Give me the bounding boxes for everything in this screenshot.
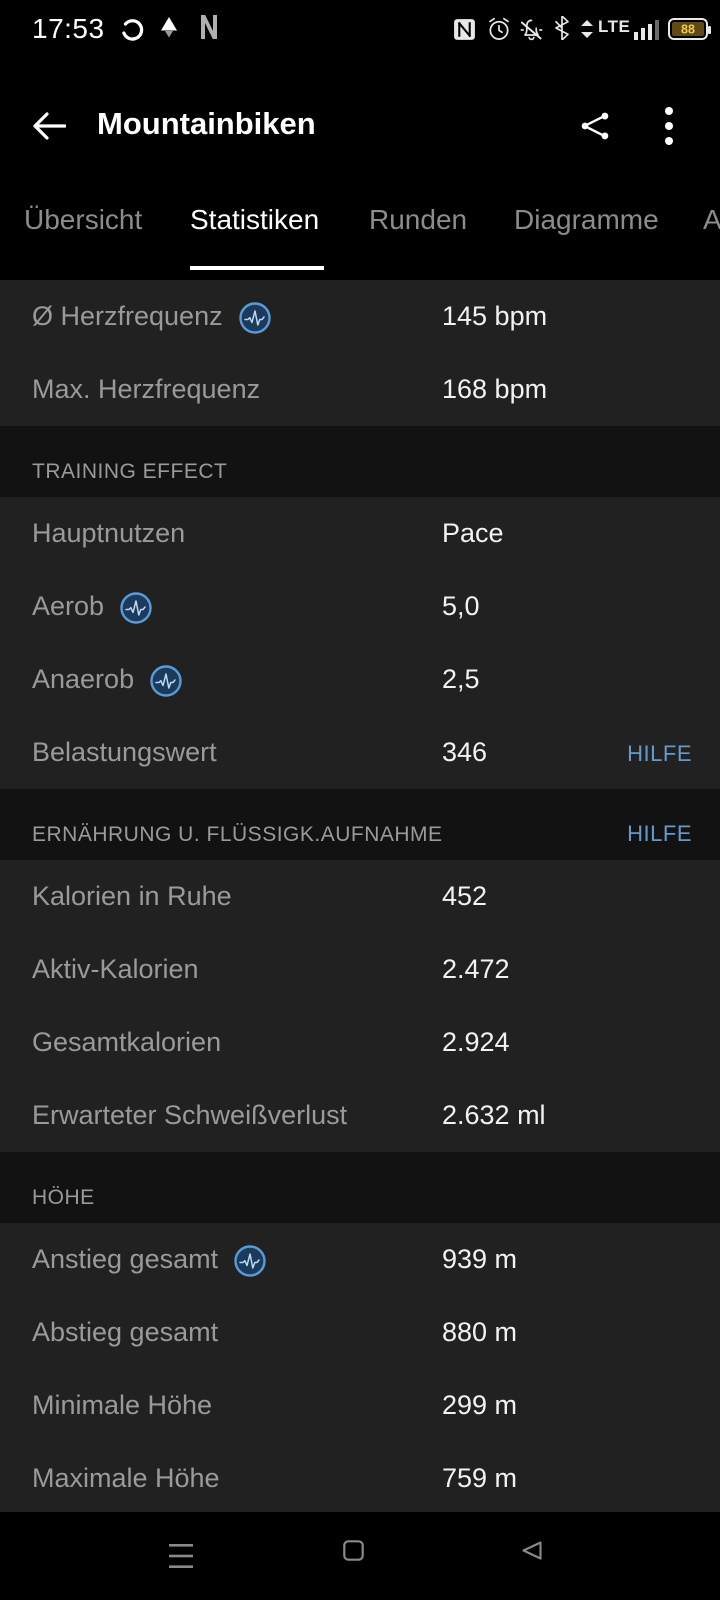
svg-text:88: 88 [681,23,695,37]
